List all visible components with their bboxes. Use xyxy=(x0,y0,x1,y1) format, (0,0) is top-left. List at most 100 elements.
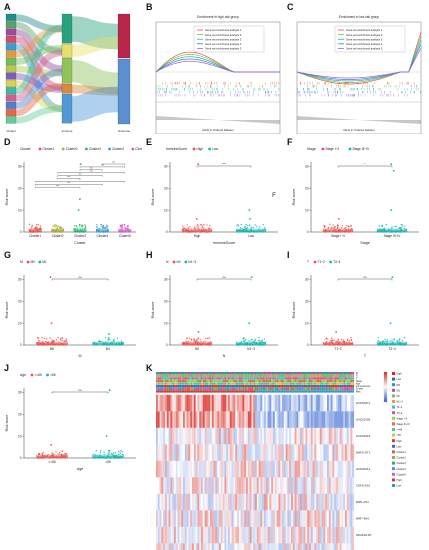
heatmap-cell xyxy=(179,460,182,478)
annotation-cell xyxy=(188,379,191,383)
heatmap-cell xyxy=(184,493,187,511)
annotation-cell xyxy=(244,374,247,377)
sig-bracket xyxy=(35,184,103,186)
annotation-cell xyxy=(336,379,338,383)
heatmap-cell xyxy=(327,543,329,550)
annotation-cell xyxy=(183,385,185,388)
heatmap-cell xyxy=(188,444,191,461)
annotation-cell xyxy=(190,374,193,377)
annotation-cell xyxy=(350,372,353,375)
annotation-cell xyxy=(195,387,198,390)
annotation-cell xyxy=(307,385,310,388)
heatmap-cell xyxy=(280,477,283,494)
heatmap-cell xyxy=(166,510,169,527)
heatmap-cell xyxy=(199,460,202,478)
heatmap-cell xyxy=(168,543,171,550)
jitter-point xyxy=(109,339,111,341)
heatmap-cell xyxy=(215,411,218,428)
heatmap-cell xyxy=(336,460,338,478)
heatmap-cell xyxy=(192,526,194,544)
annotation-cell xyxy=(206,377,209,380)
annotation-cell xyxy=(337,377,340,380)
annotation-cell xyxy=(235,379,238,383)
annotation-cell xyxy=(264,372,266,375)
annotation-cell xyxy=(292,385,295,388)
heatmap-cell xyxy=(172,493,175,511)
annotation-cell xyxy=(303,372,306,375)
annotation-cell xyxy=(220,390,223,393)
annotation-cell xyxy=(166,385,169,388)
heatmap-cell xyxy=(208,460,211,478)
annotation-cell xyxy=(175,377,178,380)
heatmap-cell xyxy=(242,427,245,445)
annotation-cell xyxy=(242,379,245,383)
heatmap-cell xyxy=(345,444,347,461)
y-tick-label: 20 xyxy=(18,299,22,303)
annotation-cell xyxy=(352,385,355,388)
heatmap-cell xyxy=(166,477,169,494)
heatmap-cell xyxy=(345,460,347,478)
jitter-point xyxy=(183,227,186,230)
annotation-cell xyxy=(285,374,288,377)
heatmap-cell xyxy=(343,461,345,478)
heatmap-cell xyxy=(307,477,310,494)
heatmap-cell xyxy=(199,477,202,494)
annotation-cell xyxy=(343,377,346,380)
heatmap-cell xyxy=(256,411,259,428)
heatmap-cell xyxy=(292,411,295,428)
jitter-point xyxy=(332,224,334,226)
annotation-cell xyxy=(274,387,277,390)
annotation-cell xyxy=(334,382,337,385)
annotation-cell xyxy=(246,385,248,388)
heatmap-cell xyxy=(321,510,324,527)
heatmap-cell xyxy=(292,444,295,461)
y-tick-label: 0 xyxy=(20,456,22,460)
annotation-cell xyxy=(260,379,263,383)
heatmap-cell xyxy=(327,493,329,511)
heatmap-cell xyxy=(206,510,209,527)
annotation-cell xyxy=(273,372,275,375)
heatmap-cell xyxy=(287,444,290,461)
annotation-cell xyxy=(240,372,243,375)
heatmap-cell xyxy=(203,444,205,461)
annotation-cell xyxy=(346,377,349,380)
heatmap-cell xyxy=(341,460,344,478)
heatmap-cell xyxy=(298,493,301,511)
annotation-cell xyxy=(352,377,355,380)
annotation-cell xyxy=(328,379,331,383)
annotation-cell xyxy=(233,390,236,393)
y-tick-label: 30 xyxy=(18,278,22,282)
annotation-cell xyxy=(256,377,259,380)
heatmap-cell xyxy=(298,477,301,494)
legend-label: >65 xyxy=(50,373,56,377)
annotation-cell xyxy=(166,379,169,383)
heatmap-cell xyxy=(276,460,279,478)
gsea-title: Enrichment in high-risk group xyxy=(197,15,239,19)
heatmap-cell xyxy=(318,394,320,412)
jitter-point xyxy=(245,223,247,226)
heatmap-cell xyxy=(240,411,243,428)
gene-label: LINC01871 xyxy=(356,401,371,405)
heatmap-cell xyxy=(251,411,254,428)
heatmap-cell xyxy=(262,543,265,550)
heatmap-cell xyxy=(287,460,290,478)
heatmap-cell xyxy=(197,394,200,412)
jitter-point xyxy=(347,338,349,341)
annotation-cell xyxy=(280,390,283,393)
annotation-cell xyxy=(159,374,162,377)
annotation-cell xyxy=(233,374,236,377)
annotation-cell xyxy=(287,385,290,388)
annotation-cell xyxy=(309,377,311,380)
heatmap-cell xyxy=(213,394,216,412)
annotation-cell xyxy=(215,385,218,388)
heatmap-cell xyxy=(246,477,248,494)
annotation-cell xyxy=(197,374,200,377)
heatmap-cell xyxy=(273,411,275,428)
annotation-cell xyxy=(197,382,200,385)
heatmap-cell xyxy=(244,411,247,428)
annotation-cell xyxy=(157,377,160,380)
annotation-cell xyxy=(318,385,320,388)
jitter-point xyxy=(103,451,105,453)
heatmap-cell xyxy=(213,460,216,478)
legend-dot xyxy=(208,147,211,151)
